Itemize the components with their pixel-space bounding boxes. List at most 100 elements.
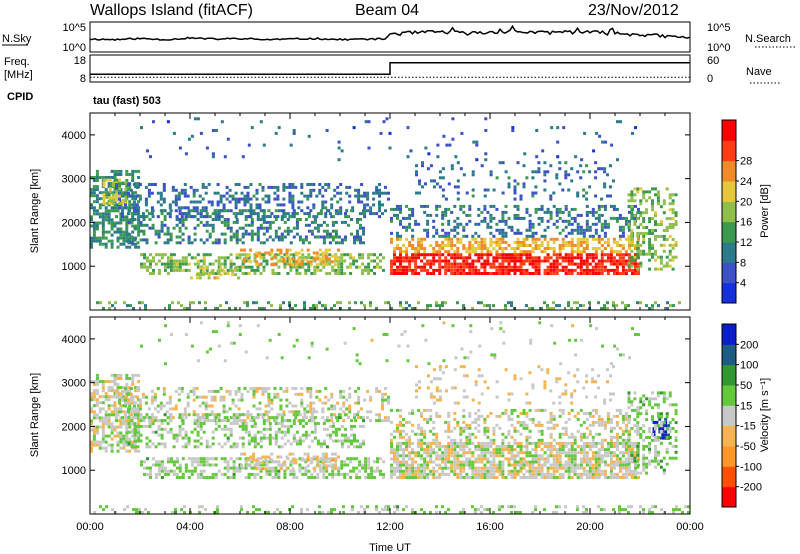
power-cell [573,207,577,211]
power-cell [235,212,239,216]
power-cell [447,219,451,223]
power-cell [337,140,341,144]
power-cell [357,197,361,201]
velocity-cell [444,457,448,461]
power-cell [205,268,209,272]
velocity-cell [438,466,442,470]
velocity-cell [271,476,275,479]
power-cell [156,215,160,219]
power-cell [226,209,230,213]
power-cell [244,232,248,236]
power-cell [639,232,643,235]
power-cell [603,185,607,189]
power-cell [474,250,478,254]
velocity-cell [393,457,396,461]
velocity-cell [174,407,178,411]
power-cell [636,249,640,253]
power-cell [166,232,170,236]
velocity-cell [229,457,233,461]
power-cell [196,259,200,263]
velocity-cell [146,466,149,470]
velocity-cell [429,445,433,448]
power-cell [504,210,508,214]
velocity-cell [349,457,353,461]
power-cell [414,253,418,257]
power-cell [665,217,669,221]
power-cell [610,143,614,147]
velocity-cell [168,416,172,420]
power-cell [322,262,326,266]
velocity-cell [310,476,314,479]
power-cell [126,304,129,308]
power-cell [480,256,484,260]
velocity-cell [274,422,278,425]
power-cell [600,262,604,266]
power-cell [634,204,637,208]
velocity-cell [211,436,215,440]
power-cell [255,301,258,305]
power-cell [561,228,565,232]
velocity-cell [519,445,523,448]
power-cell [288,183,292,186]
power-cell [630,237,634,241]
power-cell [630,234,634,238]
power-cell [423,204,427,208]
velocity-cell [151,416,155,420]
power-cell [510,225,514,229]
power-cell [283,235,287,239]
power-cell [324,212,328,216]
velocity-cell [459,454,463,458]
power-cell [198,194,202,198]
velocity-cell [262,419,266,423]
power-cell [306,197,310,201]
power-cell [580,158,584,162]
power-cell [662,229,666,232]
velocity-cell [498,460,502,464]
power-cell [301,253,305,257]
velocity-cell [321,416,325,420]
velocity-cell [429,454,433,458]
power-cell [265,226,269,230]
velocity-cell [393,454,396,458]
power-cell [359,238,362,242]
velocity-cell [119,395,123,399]
velocity-cell [208,419,212,423]
power-cell [171,301,174,305]
power-cell [131,203,135,207]
velocity-cell [246,464,250,468]
power-cell [624,216,628,220]
power-cell [444,197,448,201]
power-cell [447,222,451,226]
power-cell [420,253,424,257]
power-cell [423,250,427,254]
velocity-cell [265,413,269,417]
power-cell [405,204,409,208]
power-cell [665,261,669,265]
freq-label: Freq. [4,56,30,68]
power-cell [145,238,149,242]
velocity-cell [196,445,200,449]
power-cell [128,218,132,222]
power-cell [225,191,229,195]
velocity-cell [304,472,308,476]
power-cell [214,241,218,245]
velocity-cell [325,433,329,437]
power-cell [543,272,547,275]
power-cell [396,231,399,235]
power-cell [223,259,227,263]
power-cell [516,228,520,232]
power-cell [465,262,469,266]
power-cell [513,197,517,201]
velocity-cell [282,389,286,393]
velocity-cell [135,395,139,399]
power-cell [615,304,618,308]
power-cell [475,143,479,147]
power-cell [229,262,233,266]
power-cell [639,249,643,253]
power-cell [671,246,675,250]
velocity-cell [348,392,352,396]
velocity-cell [222,407,226,411]
velocity-cell [101,437,105,441]
velocity-cell [486,445,490,448]
power-cell [648,243,652,247]
